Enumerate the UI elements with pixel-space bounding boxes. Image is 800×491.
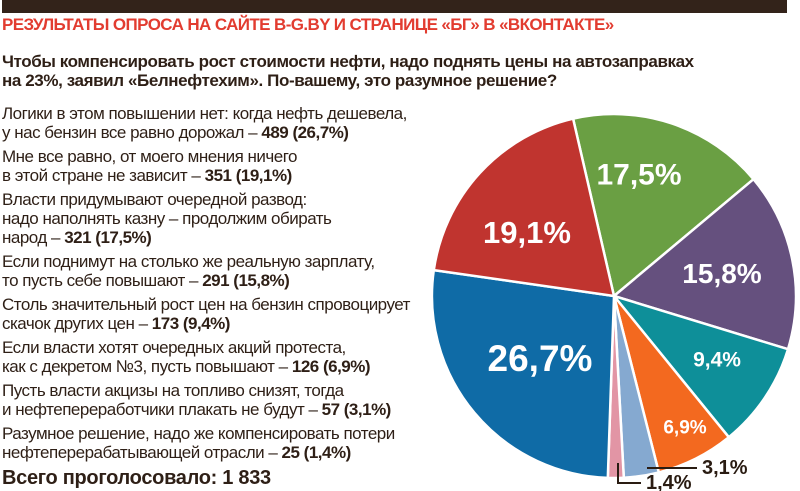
- callout-line-slice-1-4: [617, 463, 641, 484]
- poll-option-value: 321 (17,5%): [64, 228, 152, 247]
- poll-option: Власти придумывают очередной развод: надо…: [2, 190, 332, 247]
- poll-option-value: 126 (6,9%): [291, 357, 371, 376]
- total-votes: Всего проголосовало: 1 833: [2, 467, 271, 489]
- pie-slice-9-4: [612, 294, 790, 439]
- pie-label-slice-3-1: 3,1%: [702, 457, 748, 479]
- poll-option: Столь значительный рост цен на бензин сп…: [2, 295, 410, 333]
- pie-label-slice-1-4: 1,4%: [646, 472, 692, 491]
- top-bar: [2, 0, 787, 13]
- poll-options-list: Логики в этом повышении нет: когда нефть…: [2, 104, 444, 489]
- page-title: РЕЗУЛЬТАТЫ ОПРОСА НА САЙТЕ B-G.BY И СТРА…: [2, 15, 614, 34]
- pie-slice-26-7: [430, 268, 616, 480]
- poll-option: Разумное решение, надо же компенсировать…: [2, 424, 395, 462]
- pie-slice-19-1: [432, 117, 616, 298]
- poll-option: Пусть власти акцизы на топливо снизят, т…: [2, 381, 392, 419]
- pie-slice-17-5: [571, 112, 755, 298]
- pie-label-slice-6-9: 6,9%: [663, 418, 706, 439]
- poll-option: Логики в этом повышении нет: когда нефть…: [2, 104, 407, 142]
- poll-option-value: 173 (9,4%): [151, 314, 231, 333]
- poll-option-value: 25 (1,4%): [281, 443, 352, 462]
- pie-label-slice-26-7: 26,7%: [488, 338, 593, 379]
- pie-label-slice-9-4: 9,4%: [693, 348, 741, 371]
- pie-label-slice-17-5: 17,5%: [596, 159, 681, 192]
- poll-option-value: 291 (15,8%): [202, 271, 290, 290]
- pie-slice-15-8: [612, 177, 798, 351]
- poll-option-value: 351 (19,1%): [204, 166, 293, 185]
- poll-option-value: 489 (26,7%): [261, 123, 349, 142]
- poll-option: Если власти хотят очередных акций протес…: [2, 338, 371, 376]
- pie-label-slice-15-8: 15,8%: [682, 258, 761, 289]
- poll-option: Если поднимут на столько же реальную зар…: [2, 252, 375, 290]
- poll-option: Мне все равно, от моего мнения ничего в э…: [2, 147, 298, 185]
- poll-option-value: 57 (3,1%): [321, 400, 392, 419]
- pie-label-slice-19-1: 19,1%: [483, 215, 571, 250]
- poll-question: Чтобы компенсировать рост стоимости нефт…: [2, 52, 694, 90]
